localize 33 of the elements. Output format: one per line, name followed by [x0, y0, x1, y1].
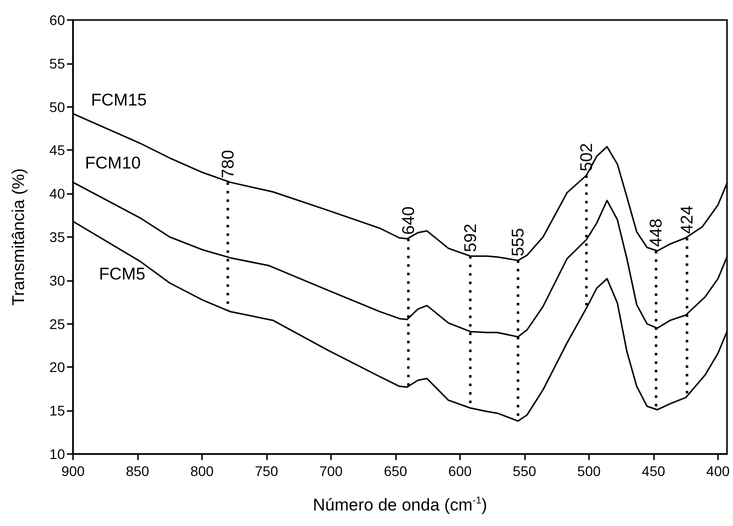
- x-tick-label: 700: [319, 463, 343, 479]
- series-label: FCM10: [85, 153, 141, 172]
- y-tick-label: 15: [49, 402, 66, 419]
- x-tick-label: 850: [126, 463, 150, 479]
- x-tick-label: 450: [642, 463, 666, 479]
- y-tick-label: 45: [49, 142, 66, 158]
- annotation: 640: [398, 206, 418, 235]
- annotation: 592: [460, 224, 480, 252]
- y-tick-label: 50: [49, 98, 66, 115]
- y-tick-label: 25: [49, 316, 66, 332]
- x-tick-label: 550: [512, 463, 536, 479]
- annotation: 424: [678, 205, 697, 234]
- series-label: FCM5: [99, 264, 146, 284]
- y-tick-label: 55: [49, 55, 66, 72]
- annotation: 780: [218, 150, 238, 178]
- y-tick-label: 20: [49, 359, 66, 376]
- x-tick-label: 800: [190, 463, 214, 479]
- y-tick-label: 30: [49, 272, 66, 288]
- y-tick-label: 10: [49, 446, 66, 462]
- x-tick-label: 400: [706, 463, 730, 479]
- annotation: 502: [576, 142, 596, 172]
- x-tick-label: 900: [61, 463, 85, 479]
- x-tick-label: 500: [577, 463, 601, 479]
- y-tick-label: 35: [49, 229, 66, 245]
- x-tick-label: 600: [448, 463, 472, 479]
- y-tick-label: 40: [49, 186, 66, 202]
- x-tick-label: 750: [254, 463, 278, 479]
- y-tick-label: 60: [49, 12, 66, 28]
- x-tick-label: 650: [384, 463, 408, 479]
- series-label: FCM15: [91, 90, 147, 110]
- annotation: 555: [508, 228, 528, 256]
- y-axis-title: Transmitância (%): [9, 168, 28, 306]
- annotation: 448: [646, 218, 666, 247]
